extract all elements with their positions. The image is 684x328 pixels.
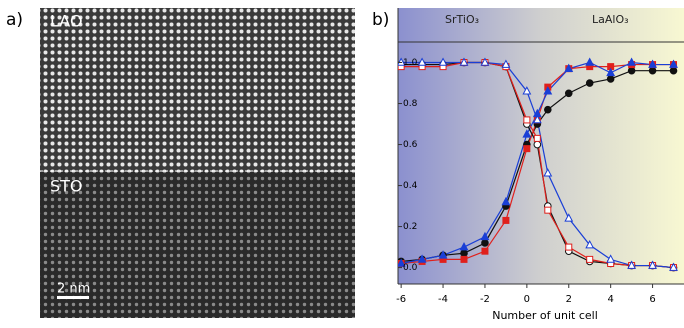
y-tick-label: 0.4 <box>403 181 418 191</box>
data-point <box>543 168 553 177</box>
data-point <box>459 57 469 66</box>
data-point <box>564 89 573 98</box>
data-point <box>585 79 594 87</box>
data-point <box>627 57 637 66</box>
scale-bar-label: 2 nm <box>57 282 90 297</box>
data-point <box>417 254 427 263</box>
y-tick-label: 0.8 <box>403 99 418 109</box>
data-point <box>586 255 594 263</box>
data-point <box>533 134 541 142</box>
x-tick-label: -6 <box>396 294 406 305</box>
data-point <box>648 59 658 68</box>
region-label: LaAlO₃ <box>592 13 629 26</box>
x-tick-label: 0 <box>524 294 530 305</box>
data-point <box>627 66 636 75</box>
data-point <box>669 262 678 271</box>
data-point <box>398 57 406 66</box>
data-point <box>438 250 448 259</box>
stem-image-bottom <box>40 172 355 318</box>
data-point <box>565 243 573 251</box>
data-point <box>585 57 595 66</box>
x-tick-label: -2 <box>480 294 490 305</box>
data-point <box>533 140 542 149</box>
data-point <box>585 239 595 249</box>
data-point <box>669 59 678 68</box>
data-point <box>627 260 637 269</box>
data-point <box>459 242 469 251</box>
stem-image-top <box>40 8 355 172</box>
x-tick-label: -4 <box>438 294 448 305</box>
data-point <box>398 258 406 267</box>
data-point <box>481 239 489 247</box>
data-point <box>523 145 531 153</box>
plot-background <box>398 8 684 284</box>
data-point <box>544 206 552 214</box>
data-point <box>606 254 616 263</box>
lao-label: LAO <box>50 12 83 31</box>
data-point <box>480 57 490 66</box>
data-point <box>544 105 552 114</box>
y-tick-label: 0.6 <box>403 140 418 150</box>
y-tick-label: 0.0 <box>403 263 418 273</box>
data-point <box>606 67 616 77</box>
x-tick-label: 4 <box>607 294 613 305</box>
data-point <box>648 66 657 75</box>
panel-label: a) <box>6 10 23 30</box>
x-axis-title: Number of unit cell <box>492 309 598 322</box>
data-point <box>480 231 490 241</box>
data-point <box>460 249 468 258</box>
x-tick-label: 6 <box>649 294 655 305</box>
data-point <box>648 260 658 269</box>
data-point <box>532 114 542 124</box>
x-tick-label: 2 <box>566 294 572 305</box>
data-point <box>460 255 468 263</box>
y-tick-label: 0.2 <box>403 222 417 232</box>
data-point <box>564 63 574 72</box>
region-label: SrTiO₃ <box>445 13 479 26</box>
data-point <box>438 57 448 66</box>
data-point <box>606 75 615 83</box>
sto-label: STO <box>50 177 83 196</box>
data-point <box>501 59 511 68</box>
data-point <box>564 213 574 222</box>
data-point <box>522 86 532 95</box>
data-point <box>522 129 532 138</box>
panel-label: b) <box>372 10 389 30</box>
data-point <box>669 66 678 75</box>
plot-area <box>398 57 678 272</box>
data-point <box>481 247 489 255</box>
data-point <box>501 196 511 206</box>
data-point <box>417 57 427 66</box>
data-point <box>523 116 531 124</box>
data-point <box>543 86 553 95</box>
data-point <box>502 216 510 224</box>
scale-bar <box>57 296 89 299</box>
y-tick-label: 1.0 <box>403 58 418 68</box>
